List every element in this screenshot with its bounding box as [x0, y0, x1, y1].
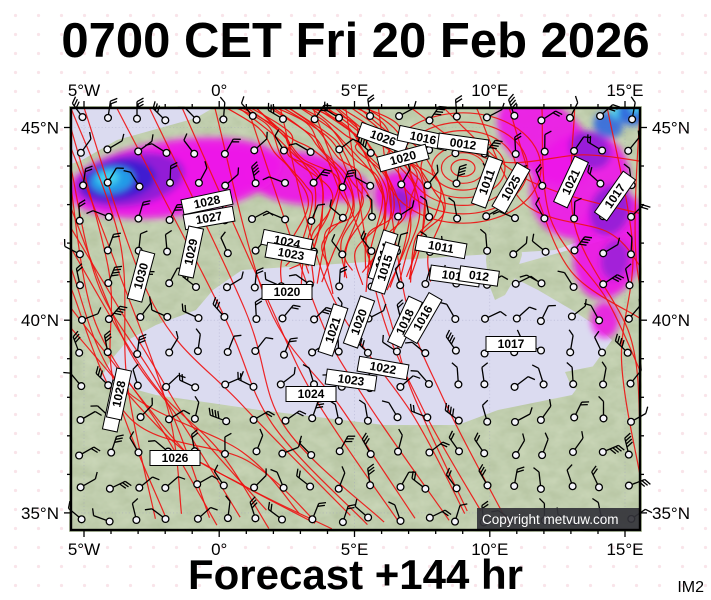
svg-text:1020: 1020 [274, 285, 301, 299]
svg-text:1017: 1017 [498, 337, 525, 351]
svg-text:Copyright metvuw.com: Copyright metvuw.com [482, 512, 619, 527]
svg-text:0°: 0° [211, 81, 227, 100]
svg-text:40°N: 40°N [652, 311, 690, 330]
svg-text:012: 012 [468, 268, 490, 285]
svg-text:40°N: 40°N [21, 311, 59, 330]
svg-text:5°E: 5°E [341, 81, 369, 100]
svg-text:5°W: 5°W [68, 540, 100, 559]
svg-text:35°N: 35°N [21, 504, 59, 523]
svg-text:10°E: 10°E [471, 540, 508, 559]
svg-text:5°W: 5°W [68, 81, 100, 100]
svg-text:45°N: 45°N [652, 119, 690, 138]
svg-text:1024: 1024 [298, 387, 325, 401]
svg-text:45°N: 45°N [21, 119, 59, 138]
svg-text:1026: 1026 [162, 451, 189, 465]
svg-text:35°N: 35°N [652, 504, 690, 523]
svg-text:0°: 0° [211, 540, 227, 559]
svg-text:15°E: 15°E [606, 540, 643, 559]
svg-text:5°E: 5°E [341, 540, 369, 559]
svg-text:15°E: 15°E [606, 81, 643, 100]
svg-text:10°E: 10°E [471, 81, 508, 100]
